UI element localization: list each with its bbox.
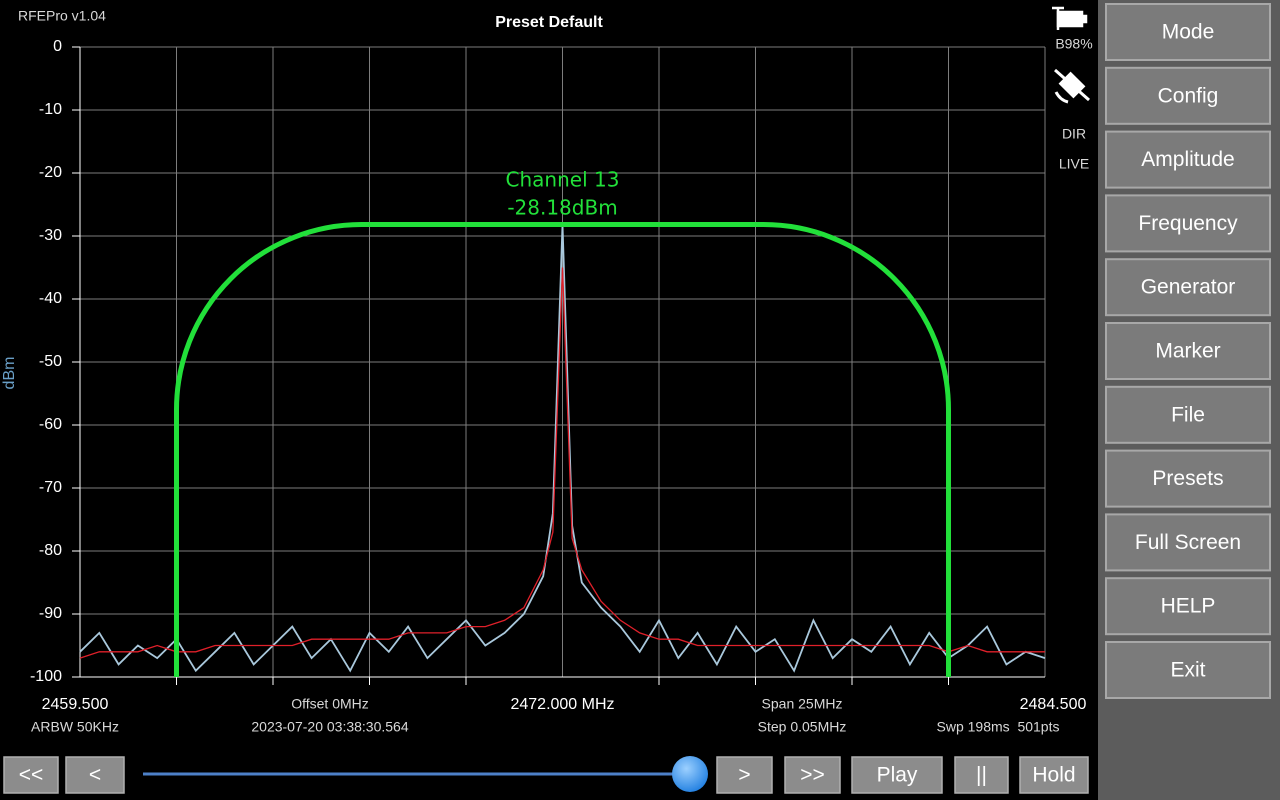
menu-button-label[interactable]: Exit (1170, 659, 1205, 682)
y-tick-label: 0 (53, 38, 62, 55)
mode-label: DIR (1062, 126, 1086, 142)
menu-button-label[interactable]: Amplitude (1141, 148, 1234, 171)
channel-mask (174, 222, 951, 677)
menu-button-label[interactable]: HELP (1161, 595, 1216, 618)
menu-button[interactable] (1105, 577, 1271, 636)
control-button-label[interactable]: || (976, 764, 987, 787)
control-button-label[interactable]: Play (877, 764, 918, 787)
menu-button-label[interactable]: Config (1158, 84, 1219, 107)
menu-button[interactable] (1105, 322, 1271, 380)
control-button[interactable] (1019, 756, 1089, 794)
menu-button[interactable] (1105, 641, 1271, 699)
menu-button-label[interactable]: Marker (1155, 340, 1220, 363)
menu-button[interactable] (1105, 513, 1271, 572)
y-tick-label: -90 (39, 605, 62, 622)
x-tick-label: 2484.500 (1020, 696, 1087, 713)
menu-button-label[interactable]: Generator (1141, 276, 1236, 299)
sweep-info: Swp 198ms 501pts (937, 719, 1060, 735)
app-version: RFEPro v1.04 (18, 8, 106, 24)
chart-title: Preset Default (495, 14, 603, 31)
menu-button[interactable] (1105, 449, 1271, 508)
status-label: LIVE (1059, 156, 1089, 172)
y-axis-label: dBm (1, 357, 18, 390)
rbw-info: ARBW 50KHz (31, 719, 119, 735)
menu-button[interactable] (1105, 194, 1271, 253)
menu-button[interactable] (1105, 3, 1271, 61)
menu-button[interactable] (1105, 130, 1271, 189)
menu-button[interactable] (1105, 258, 1271, 317)
channel-level: -28.18dBm (507, 196, 617, 220)
satellite-icon (1054, 68, 1090, 104)
control-button[interactable] (3, 756, 59, 794)
offset-info: Offset 0MHz (291, 696, 369, 712)
slider-knob[interactable] (672, 756, 708, 792)
menu-button[interactable] (1105, 66, 1271, 125)
y-tick-label: -20 (39, 164, 62, 181)
battery-level: B98% (1055, 36, 1092, 52)
trace (79, 267, 1045, 659)
y-tick-label: -80 (39, 542, 62, 559)
control-button[interactable] (716, 756, 773, 794)
step-info: Step 0.05MHz (758, 719, 847, 735)
control-button-label[interactable]: Hold (1032, 764, 1075, 787)
y-tick-label: -60 (39, 416, 62, 433)
control-button[interactable] (784, 756, 841, 794)
control-button-label[interactable]: << (19, 764, 44, 787)
control-button[interactable] (65, 756, 125, 794)
y-tick-label: -10 (39, 101, 62, 118)
timestamp: 2023-07-20 03:38:30.564 (251, 719, 408, 735)
menu-button-label[interactable]: Mode (1162, 21, 1215, 44)
menu-button-label[interactable]: Presets (1152, 467, 1223, 490)
control-button[interactable] (851, 756, 943, 794)
y-tick-label: -50 (39, 353, 62, 370)
control-button[interactable] (954, 756, 1009, 794)
y-tick-label: -30 (39, 227, 62, 244)
x-start-label: 2459.500 (42, 696, 109, 713)
control-button-label[interactable]: < (89, 764, 101, 787)
menu-button-label[interactable]: File (1171, 403, 1205, 426)
control-button-label[interactable]: >> (800, 764, 825, 787)
y-tick-label: -100 (30, 668, 62, 685)
menu-button-label[interactable]: Full Screen (1135, 531, 1241, 554)
span-info: Span 25MHz (762, 696, 843, 712)
menu-button-label[interactable]: Frequency (1138, 212, 1238, 235)
control-button-label[interactable]: > (738, 764, 750, 787)
y-tick-label: -70 (39, 479, 62, 496)
channel-name: Channel 13 (506, 168, 620, 192)
x-tick-label: 2472.000 MHz (510, 696, 614, 713)
menu-button[interactable] (1105, 385, 1271, 444)
y-tick-label: -40 (39, 290, 62, 307)
battery-icon (1052, 6, 1088, 30)
